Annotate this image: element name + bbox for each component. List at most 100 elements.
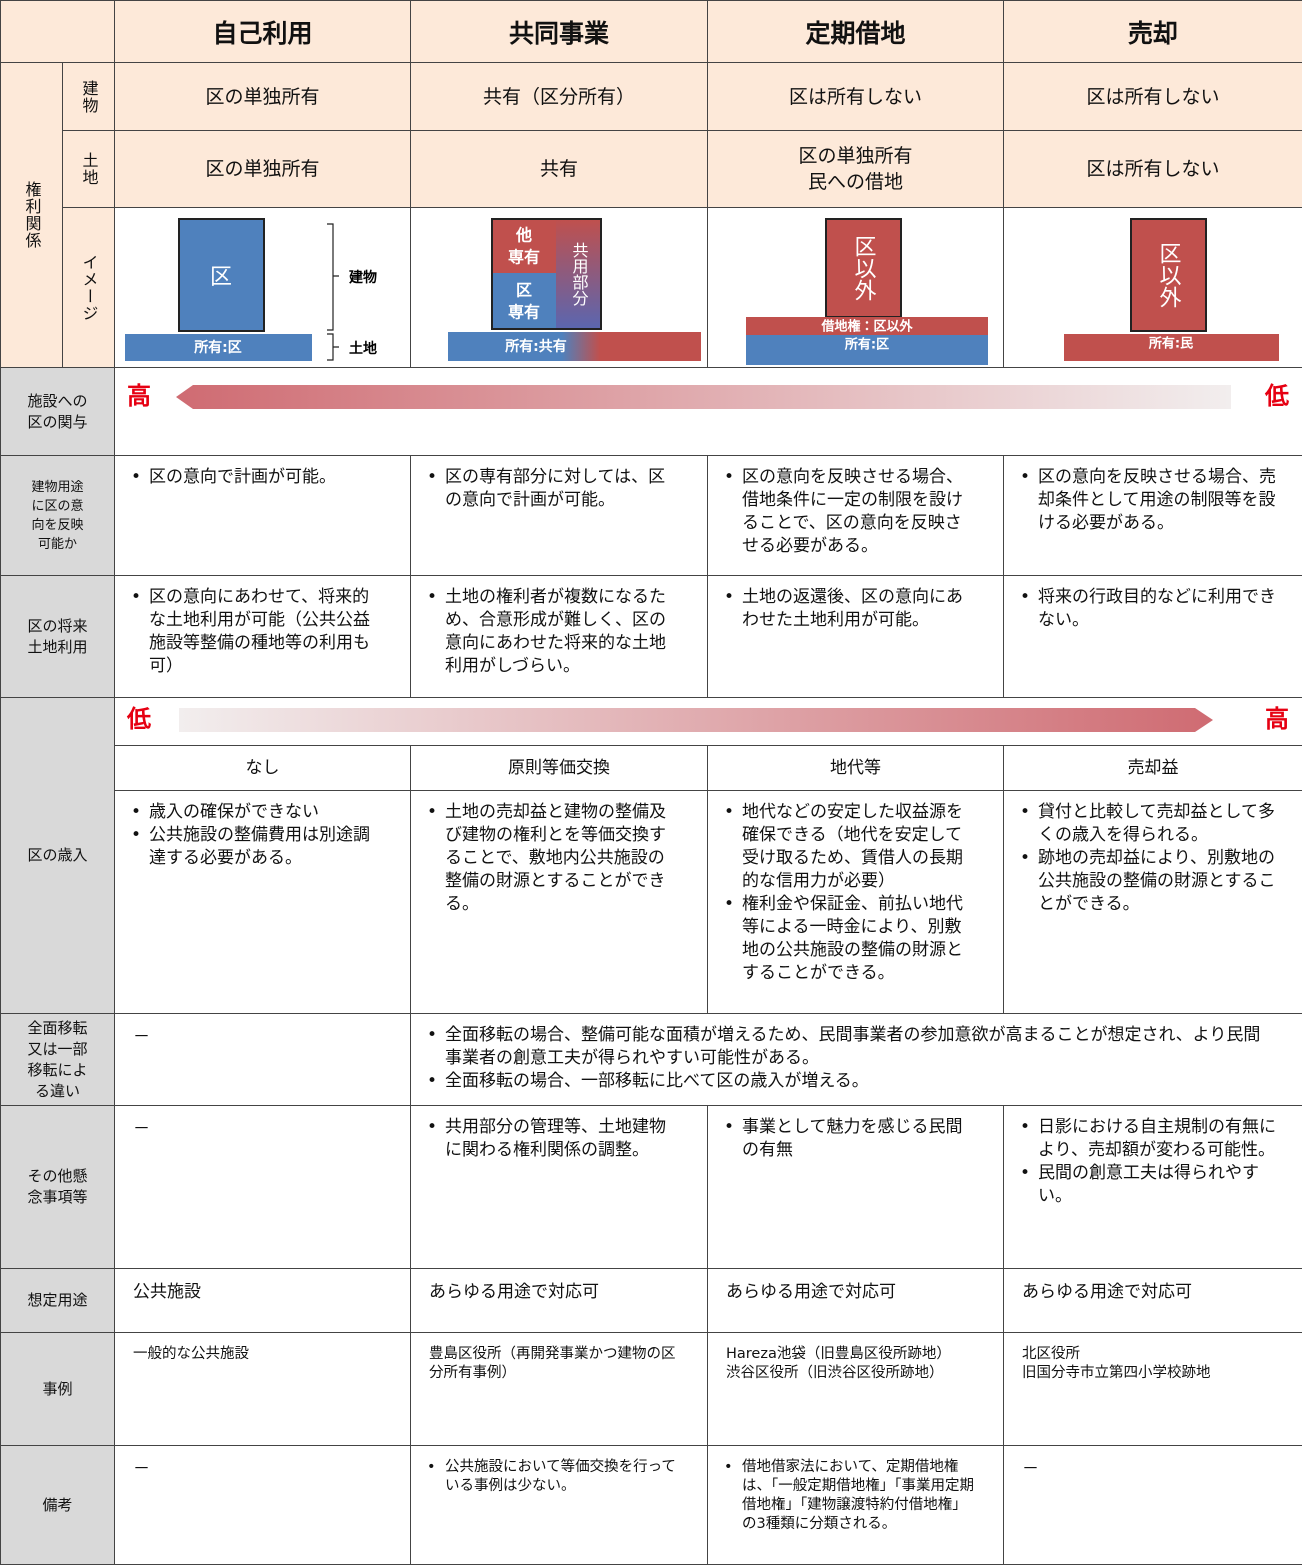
row-label: 全面移転又は一部移転による違い	[27, 1018, 88, 1100]
bullets: 土地の権利者が複数になるため、合意形成が難しく、区の意向にあわせた将来的な土地利…	[425, 586, 681, 678]
bullets: 土地の返還後、区の意向にあわせた土地利用が可能。	[722, 586, 977, 632]
header-cell: 定期借地	[707, 0, 1004, 63]
rights-cell: 共有（区分所有）	[410, 62, 708, 131]
ward-text: 専有	[508, 303, 540, 322]
row-label: 備考	[42, 1495, 73, 1514]
item: 日影における自主規制の有無により、売却額が変わる可能性。	[1018, 1116, 1276, 1162]
body-cell: 区の意向を反映させる場合、借地条件に一定の制限を設けることで、区の意向を反映させ…	[707, 455, 1004, 576]
leasehold-shape	[746, 317, 988, 335]
rights-text: 区の単独所有	[205, 156, 319, 182]
row-label: 施設への区の関与	[27, 391, 88, 431]
item: 旧国分寺市立第四小学校跡地	[1022, 1365, 1211, 1381]
common-shape	[556, 219, 601, 329]
item: 豊島区役所（再開発事業かつ建物の区分所有事例）	[429, 1346, 676, 1381]
bullets: 土地の売却益と建物の整備及び建物の権利とを等価交換することで、敷地内公共施設の整…	[425, 801, 681, 916]
column-title: 共同事業	[508, 18, 609, 48]
bullets: 区の専有部分に対しては、区の意向で計画が可能。	[425, 466, 681, 512]
item: 区の意向で計画が可能。	[129, 466, 384, 489]
rights-label-cell: 権利関係	[0, 62, 63, 368]
rights-text: 区の単独所有 民への借地	[798, 143, 912, 195]
arrow-end-label: 低	[1264, 382, 1289, 410]
building-outline	[491, 218, 602, 330]
building-shape	[178, 218, 265, 332]
body-cell: 土地の売却益と建物の整備及び建物の権利とを等価交換することで、敷地内公共施設の整…	[410, 790, 708, 1014]
body-cell: 全面移転の場合、整備可能な面積が増えるため、民間事業者の参加意欲が高まることが想…	[410, 1013, 1302, 1106]
item: 渋谷区役所（旧渋谷区役所跡地）	[726, 1365, 944, 1381]
land-text: 所有:共有	[504, 338, 567, 355]
diagram: 低高	[126, 705, 1289, 733]
bullets: 借地借家法において、定期借地権は、「一般定期借地権」「事業用定期借地権」「建物譲…	[722, 1458, 977, 1534]
column-title: 定期借地	[805, 18, 906, 48]
sub-label-cell: 土地	[62, 130, 115, 208]
rights-text: 共有（区分所有）	[483, 84, 635, 110]
bullets: 事業として魅力を感じる民間の有無	[722, 1116, 977, 1162]
summary-text: 原則等価交換	[508, 758, 610, 778]
item: 民間の創意工夫は得られやすい。	[1018, 1162, 1276, 1208]
row-label-cell: その他懸念事項等	[0, 1105, 115, 1269]
column-title: 自己利用	[212, 18, 313, 48]
arrow-end-label: 低	[126, 705, 151, 733]
row-label: 建物用途に区の意向を反映可能か	[31, 479, 84, 552]
body-cell: 共用部分の管理等、土地建物に関わる権利関係の調整。	[410, 1105, 708, 1269]
item: 全面移転の場合、一部移転に比べて区の歳入が増える。	[425, 1070, 1276, 1093]
row-label-cell: 備考	[0, 1445, 115, 1565]
other-text: 他	[515, 226, 532, 245]
rights-cell: 区は所有しない	[1003, 130, 1302, 208]
item: 区の専有部分に対しては、区の意向で計画が可能。	[425, 466, 681, 512]
body-cell: 借地借家法において、定期借地権は、「一般定期借地権」「事業用定期借地権」「建物譲…	[707, 1445, 1004, 1565]
item: 将来の行政目的などに利用できない。	[1018, 586, 1276, 632]
item: 歳入の確保ができない	[129, 801, 384, 824]
rights-cell: 共有	[410, 130, 708, 208]
item: 区の意向を反映させる場合、売却条件として用途の制限等を設ける必要がある。	[1018, 466, 1276, 535]
body-cell: 区の専有部分に対しては、区の意向で計画が可能。	[410, 455, 708, 576]
body-cell: －	[114, 1013, 411, 1106]
building-shape	[1130, 218, 1207, 332]
item: 借地借家法において、定期借地権は、「一般定期借地権」「事業用定期借地権」「建物譲…	[722, 1458, 977, 1534]
image-cell: 区以外 借地権：区以外 所有:区	[707, 207, 1004, 368]
bracket-label: 土地	[349, 340, 377, 357]
sub-label: 土地	[79, 152, 99, 186]
rights-text: 区の単独所有	[205, 84, 319, 110]
arrow-end-label: 高	[127, 382, 151, 410]
summary-cell: 原則等価交換	[410, 745, 708, 791]
lines: 豊島区役所（再開発事業かつ建物の区分所有事例）	[429, 1345, 681, 1383]
bullets: 歳入の確保ができない公共施設の整備費用は別途調達する必要がある。	[129, 801, 384, 870]
building-text: 区以外	[1156, 242, 1182, 308]
body-cell: 貸付と比較して売却益として多くの歳入を得られる。跡地の売却益により、別敷地の公共…	[1003, 790, 1302, 1014]
text: あらゆる用途で対応可	[429, 1281, 689, 1304]
bullets: 区の意向を反映させる場合、借地条件に一定の制限を設けることで、区の意向を反映させ…	[722, 466, 977, 558]
item: 跡地の売却益により、別敷地の公共施設の整備の財源とすることができる。	[1018, 847, 1276, 916]
item: 区の意向にあわせて、将来的な土地利用が可能（公共公益施設等整備の種地等の利用も可…	[129, 586, 384, 678]
rights-cell: 区は所有しない	[1003, 62, 1302, 131]
summary-cell: なし	[114, 745, 411, 791]
rights-cell: 区は所有しない	[707, 62, 1004, 131]
item: 区は所有しない	[788, 85, 922, 108]
item: 区は所有しない	[1086, 85, 1220, 108]
item: 北区役所	[1022, 1346, 1080, 1362]
common-text: 共用部分	[570, 242, 589, 307]
item: 事業として魅力を感じる民間の有無	[722, 1116, 977, 1162]
rights-cell: 区の単独所有	[114, 62, 411, 131]
body-cell: 地代などの安定した収益源を確保できる（地代を安定して受け取るため、賃借人の長期的…	[707, 790, 1004, 1014]
body-cell: あらゆる用途で対応可	[707, 1268, 1004, 1333]
item: 公共施設において等価交換を行っている事例は少ない。	[425, 1458, 681, 1496]
column-title: 売却	[1127, 18, 1178, 48]
land-shape	[746, 335, 988, 365]
row-label-cell: 想定用途	[0, 1268, 115, 1333]
rights-text: 共有	[540, 156, 578, 182]
item: あらゆる用途で対応可	[429, 1282, 599, 1302]
item: 民への借地	[807, 171, 903, 193]
bullets: －	[1022, 1459, 1039, 1479]
row-label-cell: 施設への区の関与	[0, 367, 115, 456]
row-label-cell: 区の歳入	[0, 697, 115, 1014]
rights-text: 区は所有しない	[1086, 84, 1219, 110]
header-cell: 自己利用	[114, 0, 411, 63]
body-cell: 事業として魅力を感じる民間の有無	[707, 1105, 1004, 1269]
body-cell: 区の意向で計画が可能。	[114, 455, 411, 576]
bullets: 区の意向で計画が可能。	[129, 466, 384, 489]
bullets: 将来の行政目的などに利用できない。	[1018, 586, 1276, 632]
item: 貸付と比較して売却益として多くの歳入を得られる。	[1018, 801, 1276, 847]
